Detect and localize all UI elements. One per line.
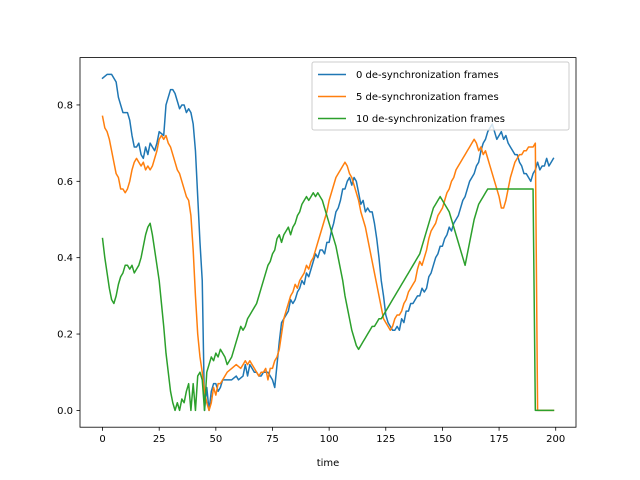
- x-tick-label: 125: [376, 434, 395, 445]
- series-line-1: [101, 115, 555, 412]
- y-tick-label: 0.8: [57, 100, 73, 111]
- y-axis: 0.0 0.2 0.4 0.6 0.8: [57, 100, 80, 417]
- legend-label-1: 5 de-synchronization frames: [356, 92, 499, 103]
- y-tick-label: 0.6: [57, 177, 73, 188]
- x-axis: 0 25 50 75 100 125 150 175 200: [99, 427, 565, 445]
- y-tick-label: 0.4: [57, 253, 73, 264]
- legend: 0 de-synchronization frames 5 de-synchron…: [311, 61, 570, 131]
- x-tick-label: 200: [546, 434, 565, 445]
- x-tick-label: 150: [433, 434, 452, 445]
- x-tick-label: 75: [266, 434, 279, 445]
- x-tick-label: 50: [209, 434, 222, 445]
- x-tick-label: 100: [320, 434, 339, 445]
- series-line-0: [101, 73, 555, 412]
- legend-label-0: 0 de-synchronization frames: [356, 70, 499, 81]
- y-tick-label: 0.0: [57, 406, 73, 417]
- plot-frame: [79, 57, 577, 428]
- legend-label-2: 10 de-synchronization frames: [356, 114, 505, 125]
- x-tick-label: 25: [153, 434, 166, 445]
- series-line-2: [101, 188, 555, 412]
- legend-box: [311, 61, 570, 131]
- x-axis-title: time: [317, 458, 340, 469]
- series-layer: [101, 73, 555, 412]
- x-tick-label: 0: [99, 434, 105, 445]
- y-tick-label: 0.2: [57, 330, 73, 341]
- x-tick-label: 175: [490, 434, 509, 445]
